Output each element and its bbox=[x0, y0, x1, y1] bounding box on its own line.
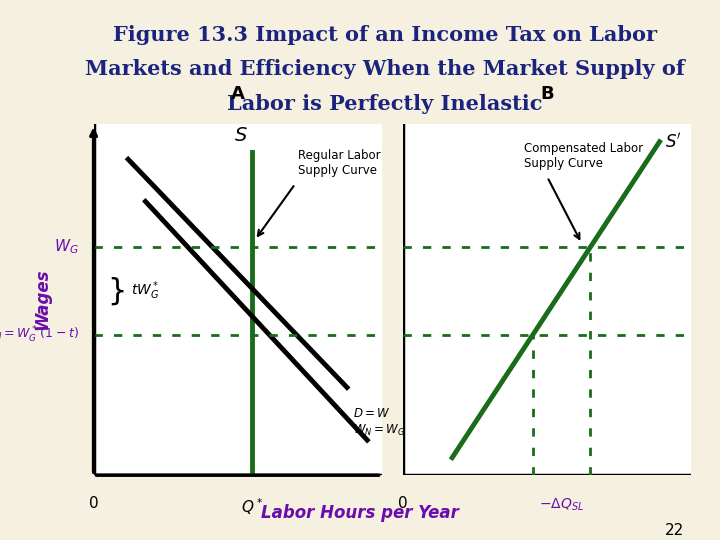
Text: }: } bbox=[107, 276, 126, 306]
Text: $W_G$: $W_G$ bbox=[55, 238, 79, 256]
Text: Figure 13.3 Impact of an Income Tax on Labor: Figure 13.3 Impact of an Income Tax on L… bbox=[113, 25, 657, 45]
Text: $Q^*$: $Q^*$ bbox=[241, 496, 263, 517]
Text: Labor Hours per Year: Labor Hours per Year bbox=[261, 504, 459, 522]
Text: $tW_G^*$: $tW_G^*$ bbox=[131, 280, 160, 302]
Text: 22: 22 bbox=[665, 523, 684, 538]
Text: $W_N = W_G^*\,(1-t)$: $W_N = W_G^*\,(1-t)$ bbox=[0, 325, 79, 345]
Text: $S$: $S$ bbox=[233, 126, 248, 145]
Text: Wages: Wages bbox=[33, 269, 51, 330]
Text: 0: 0 bbox=[398, 496, 408, 511]
Text: A: A bbox=[230, 85, 245, 103]
Text: Regular Labor
Supply Curve: Regular Labor Supply Curve bbox=[298, 149, 381, 177]
Text: $S'$: $S'$ bbox=[665, 132, 682, 151]
Text: 0: 0 bbox=[89, 496, 99, 511]
Text: Labor is Perfectly Inelastic: Labor is Perfectly Inelastic bbox=[228, 94, 543, 114]
Text: Markets and Efficiency When the Market Supply of: Markets and Efficiency When the Market S… bbox=[85, 59, 685, 79]
Text: $-\Delta Q_{SL}$: $-\Delta Q_{SL}$ bbox=[539, 496, 584, 512]
Text: B: B bbox=[541, 85, 554, 103]
Text: Compensated Labor
Supply Curve: Compensated Labor Supply Curve bbox=[524, 142, 643, 170]
Text: $D = W$
$W_N = W_G\,(1-t)$: $D = W$ $W_N = W_G\,(1-t)$ bbox=[353, 407, 442, 438]
